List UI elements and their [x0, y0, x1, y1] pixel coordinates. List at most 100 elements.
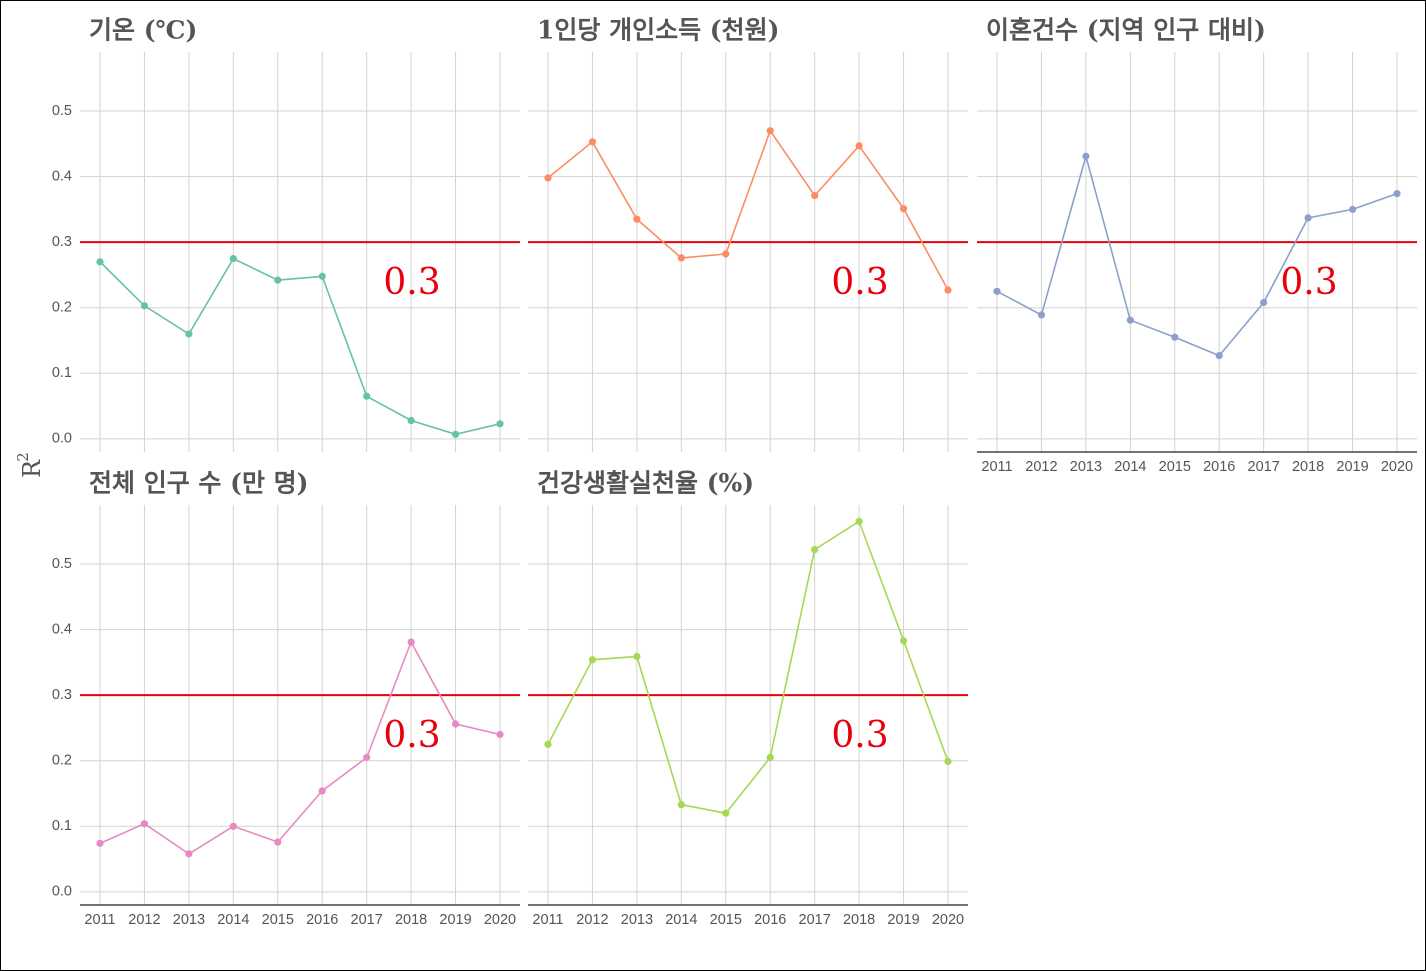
x-tick-label: 2018 — [843, 912, 875, 928]
y-tick-label: 0.5 — [52, 103, 72, 119]
x-tick-label: 2014 — [217, 912, 249, 928]
data-point — [811, 545, 819, 554]
reference-line-label: 0.3 — [831, 262, 888, 303]
reference-line-label: 0.3 — [831, 715, 888, 756]
data-point — [1304, 214, 1312, 222]
y-axis-label-group: R2 — [14, 452, 46, 478]
data-point — [140, 820, 149, 828]
x-tick-label: 2018 — [1292, 459, 1324, 475]
x-tick-label: 2014 — [665, 912, 697, 928]
data-point — [363, 753, 371, 762]
y-tick-label: 0.4 — [52, 168, 72, 184]
x-tick-label: 2012 — [576, 912, 608, 928]
x-tick-label: 2013 — [173, 912, 205, 928]
data-point — [633, 652, 641, 661]
x-tick-label: 2016 — [754, 912, 786, 928]
y-tick-label: 0.4 — [52, 621, 72, 637]
data-point — [185, 330, 193, 338]
x-tick-label: 2013 — [621, 912, 653, 928]
data-point — [496, 420, 504, 428]
data-point — [544, 174, 552, 182]
series-line — [547, 520, 949, 815]
x-tick-label: 2017 — [1248, 459, 1280, 475]
y-tick-label: 0.2 — [52, 753, 72, 769]
panel-5: 건강생활실천율 (%) 2011 2012 2013 2014 2015 2016 2017 2… — [528, 469, 968, 928]
y-axis-label: R — [18, 459, 46, 478]
x-tick-label: 2012 — [128, 912, 160, 928]
data-point — [274, 276, 282, 284]
reference-line-label: 0.3 — [1280, 262, 1337, 303]
data-point — [96, 258, 104, 266]
data-point — [229, 254, 237, 263]
x-tick-label: 2016 — [1203, 459, 1235, 475]
data-point — [96, 839, 104, 847]
panel-title: 1인당 개인소득 (천원) — [537, 16, 779, 45]
data-point — [677, 801, 685, 809]
x-tick-label: 2015 — [1159, 459, 1191, 475]
data-point — [140, 302, 149, 310]
reference-line-label: 0.3 — [383, 715, 440, 756]
x-tick-label: 2011 — [84, 912, 115, 928]
data-point — [899, 637, 908, 645]
y-tick-label: 0.2 — [52, 300, 72, 316]
reference-line-label: 0.3 — [383, 262, 440, 303]
x-tick-label: 2012 — [1025, 459, 1057, 475]
x-tick-label: 2019 — [887, 912, 919, 928]
data-point — [1037, 311, 1046, 319]
data-point — [1260, 298, 1268, 307]
x-tick-label: 2020 — [484, 912, 516, 928]
data-point — [1126, 316, 1134, 324]
data-point — [722, 250, 730, 258]
data-point — [1393, 190, 1401, 198]
data-point — [318, 787, 326, 795]
x-tick-label: 2015 — [710, 912, 742, 928]
data-point — [318, 272, 326, 280]
series-line — [996, 153, 1398, 357]
data-point — [1215, 352, 1223, 360]
panel-4: 전체 인구 수 (만 명) 0.0 0.1 0.2 0.3 0.4 0.5 2011 2012 2… — [52, 469, 520, 928]
data-point — [407, 416, 415, 425]
data-point — [1348, 205, 1357, 213]
panel-title: 건강생활실천율 (%) — [537, 469, 754, 498]
x-tick-label: 2019 — [439, 912, 471, 928]
x-tick-label: 2015 — [262, 912, 294, 928]
data-point — [766, 127, 774, 135]
x-tick-label: 2019 — [1336, 459, 1368, 475]
panel-title: 기온 (℃) — [89, 16, 197, 45]
y-tick-label: 0.1 — [52, 365, 72, 381]
y-tick-label: 0.5 — [52, 556, 72, 572]
panel-3: 이혼건수 (지역 인구 대비) 2011 2012 2013 2014 2015 2016 2… — [977, 16, 1417, 475]
data-point — [1082, 152, 1090, 160]
data-point — [185, 850, 193, 858]
series-line — [99, 257, 501, 436]
y-axis-label-superscript: 2 — [14, 452, 32, 462]
x-tick-label: 2017 — [799, 912, 831, 928]
x-tick-label: 2020 — [932, 912, 964, 928]
data-point — [496, 730, 504, 739]
data-point — [944, 286, 952, 294]
y-tick-label: 0.1 — [52, 818, 72, 834]
x-tick-label: 2018 — [395, 912, 427, 928]
x-tick-label: 2011 — [532, 912, 563, 928]
data-point — [993, 287, 1001, 295]
y-tick-label: 0.0 — [52, 431, 72, 447]
data-point — [855, 517, 863, 525]
panel-2: 1인당 개인소득 (천원) 0.3 — [528, 16, 968, 452]
data-point — [451, 430, 460, 438]
x-tick-label: 2014 — [1114, 459, 1146, 475]
y-tick-label: 0.3 — [52, 687, 72, 703]
x-tick-label: 2017 — [351, 912, 383, 928]
data-point — [363, 392, 371, 400]
data-point — [407, 638, 415, 646]
data-point — [1171, 333, 1179, 341]
data-point — [274, 838, 282, 846]
panel-title: 이혼건수 (지역 인구 대비) — [986, 16, 1266, 45]
data-point — [588, 138, 597, 146]
data-point — [855, 142, 863, 150]
data-point — [229, 822, 237, 830]
data-point — [544, 740, 552, 748]
x-tick-label: 2016 — [306, 912, 338, 928]
x-tick-label: 2013 — [1070, 459, 1102, 475]
data-point — [899, 205, 908, 213]
